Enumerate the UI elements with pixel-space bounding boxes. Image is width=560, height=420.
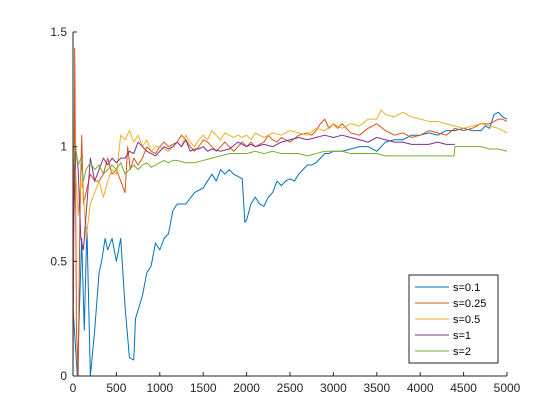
y-tick-label: 1 [60,140,67,154]
x-tick-label: 500 [106,381,126,395]
series-line-s-0-25 [73,47,507,376]
x-tick-label: 3000 [320,381,347,395]
x-tick-label: 5000 [494,381,521,395]
y-tick-label: 0.5 [50,254,67,268]
legend-label-s-0-25: s=0.25 [453,298,486,310]
x-tick-label: 3500 [363,381,390,395]
y-tick-label: 1.5 [50,25,67,39]
legend-items: s=0.1 s=0.25 s=0.5 s=1 s=2 [415,282,486,358]
series-group [73,47,507,376]
x-ticks: 0 500 1000 1500 2000 2500 3000 3500 4000 4500 5000 [70,372,521,395]
legend-label-s-2: s=2 [453,346,471,358]
y-ticks: 0 0.5 1 1.5 [50,25,77,383]
x-tick-label: 2000 [233,381,260,395]
x-tick-label: 1000 [146,381,173,395]
series-line-s-0-5 [73,109,507,239]
legend-label-s-0-5: s=0.5 [453,314,480,326]
legend-label-s-1: s=1 [453,330,471,342]
series-line-s-1 [73,134,455,251]
series-line-s-2 [73,146,507,182]
legend: s=0.1 s=0.25 s=0.5 s=1 s=2 [408,274,499,364]
x-tick-label: 0 [70,381,77,395]
legend-label-s-0-1: s=0.1 [453,282,480,294]
x-tick-label: 4000 [407,381,434,395]
x-tick-label: 1500 [190,381,217,395]
x-tick-label: 4500 [450,381,477,395]
series-line-s-0-1 [73,111,507,376]
x-tick-label: 2500 [277,381,304,395]
y-tick-label: 0 [60,369,67,383]
